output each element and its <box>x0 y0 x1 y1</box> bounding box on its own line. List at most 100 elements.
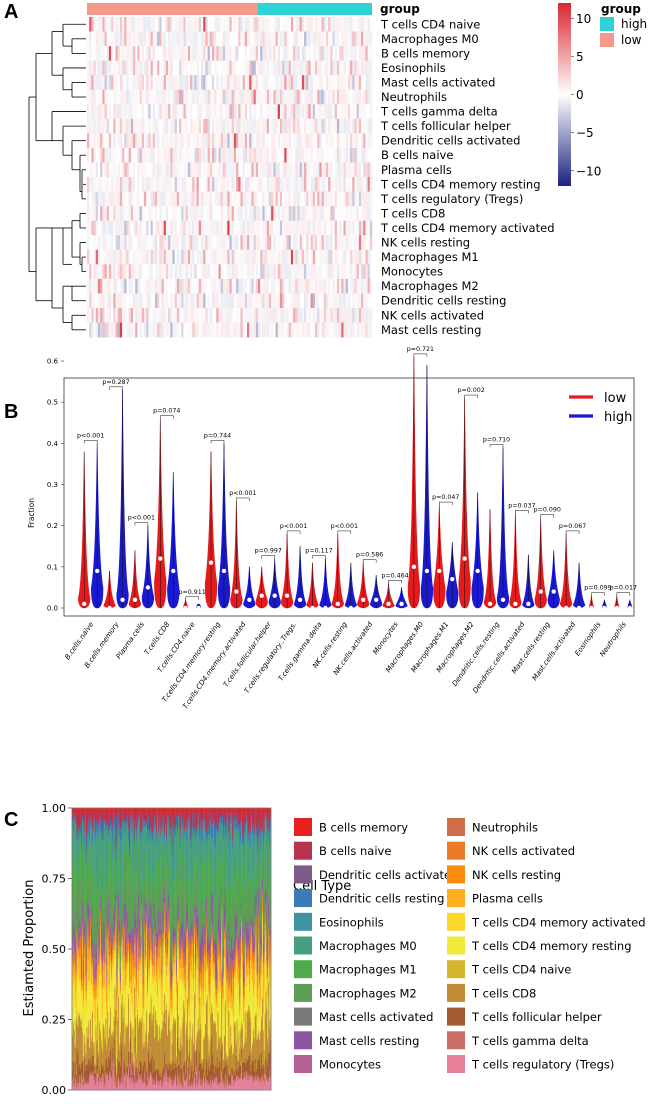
stacked-bar-segment <box>95 821 97 824</box>
stacked-bar-segment <box>85 957 87 977</box>
heatmap-cell <box>214 118 217 134</box>
violin-median-low <box>158 556 163 561</box>
stacked-bar-segment <box>120 888 122 923</box>
heatmap-cell <box>293 177 296 192</box>
heatmap-cell <box>130 17 134 32</box>
heatmap-cell <box>141 293 145 309</box>
p-value-label: p=0.997 <box>255 548 282 555</box>
stacked-bar-segment <box>137 808 139 811</box>
stacked-bar-segment <box>96 887 98 916</box>
heatmap-cell <box>222 177 226 192</box>
heatmap-cell <box>293 147 296 163</box>
heatmap-cell <box>321 89 325 105</box>
heatmap-cell <box>161 147 165 163</box>
heatmap-cell <box>115 293 118 309</box>
heatmap-cell <box>251 177 254 192</box>
heatmap-cell <box>87 249 90 265</box>
p-value-bracket <box>210 440 225 444</box>
stacked-bar-segment <box>102 956 104 961</box>
heatmap-cell <box>233 191 237 207</box>
stacked-bar-segment <box>114 928 116 936</box>
heatmap-cell <box>352 104 355 120</box>
heatmap-cell <box>249 162 252 178</box>
stacked-bar-segment <box>83 956 85 982</box>
stacked-bar-segment <box>87 1036 89 1040</box>
stacked-bar-segment <box>107 822 109 825</box>
stacked-bar-segment <box>103 954 105 962</box>
stacked-bar-segment <box>109 825 112 829</box>
stacked-bar-segment <box>132 927 134 932</box>
stacked-bar-segment <box>93 812 95 818</box>
stacked-bar-segment <box>91 965 94 976</box>
stacked-bar-segment <box>72 1024 75 1062</box>
stacked-bar-segment <box>123 812 125 819</box>
p-value-bracket <box>565 530 580 534</box>
heatmap-cell <box>315 249 318 265</box>
stacked-bar-segment <box>115 1066 117 1075</box>
heatmap-cell <box>106 46 110 61</box>
heatmap-cell <box>150 220 154 236</box>
heatmap-cell <box>306 235 309 251</box>
heatmap-cell <box>325 147 329 163</box>
heatmap-cell <box>290 133 294 149</box>
heatmap-cell <box>293 206 296 221</box>
heatmap-cell <box>260 235 263 251</box>
heatmap-cell <box>150 147 154 163</box>
stacked-bar-segment <box>124 969 126 986</box>
heatmap-cell <box>279 322 283 338</box>
stacked-bar-segment <box>75 822 77 825</box>
heatmap-cell <box>218 147 222 163</box>
stacked-y-tick-label: 0.00 <box>42 1084 67 1097</box>
stacked-bar-segment <box>126 812 128 815</box>
heatmap-cell <box>108 31 112 47</box>
stacked-bar-segment <box>83 1033 85 1036</box>
heatmap-cell <box>198 60 202 76</box>
heatmap-cell <box>176 293 180 309</box>
stacked-bar-segment <box>119 921 121 933</box>
heatmap-cell <box>176 133 180 149</box>
heatmap-cell <box>229 162 232 178</box>
heatmap-cell <box>312 118 316 134</box>
heatmap-cell <box>115 133 118 149</box>
stacked-bar-segment <box>121 1054 123 1077</box>
heatmap-cell <box>310 278 314 294</box>
stacked-bar-segment <box>82 1027 84 1057</box>
stacked-bar-segment <box>97 809 99 825</box>
heatmap-cell <box>126 220 129 236</box>
heatmap-cell <box>293 308 296 323</box>
stacked-bar-segment <box>72 1075 75 1078</box>
heatmap-cell <box>161 17 165 32</box>
heatmap-cell <box>179 17 182 32</box>
violin-pair: p<0.001 <box>280 523 307 609</box>
heatmap-cell <box>174 31 178 47</box>
heatmap-cell <box>231 162 235 178</box>
stacked-bar <box>123 808 125 1091</box>
stacked-bar-segment <box>91 1055 94 1073</box>
stacked-bar-segment <box>104 902 106 914</box>
stacked-bar-segment <box>98 937 100 956</box>
heatmap-cell <box>336 278 340 294</box>
stacked-bar-segment <box>109 1050 112 1072</box>
stacked-bar-segment <box>132 953 134 955</box>
stacked-bar-segment <box>123 926 125 928</box>
heatmap-cell <box>277 220 281 236</box>
heatmap-cell <box>113 235 116 251</box>
stacked-bar-segment <box>119 887 121 920</box>
stacked-bar-segment <box>119 1081 122 1085</box>
heatmap-cell <box>242 191 246 207</box>
heatmap-cell <box>369 322 373 338</box>
heatmap-cell <box>304 191 307 207</box>
heatmap-cell <box>306 162 309 178</box>
heatmap-cell <box>176 206 180 221</box>
stacked-bar-segment <box>84 821 86 826</box>
stacked-bar-segment <box>130 942 132 951</box>
stacked-bar-segment <box>128 987 131 990</box>
heatmap-cell <box>216 104 219 120</box>
heatmap-cell <box>220 147 224 163</box>
stacked-bar-segment <box>123 819 125 822</box>
heatmap-cell <box>222 162 226 178</box>
heatmap-cell <box>365 177 368 192</box>
stacked-bar-segment <box>125 1083 127 1089</box>
stacked-bar-segment <box>97 1069 99 1075</box>
heatmap-cell <box>279 191 283 207</box>
